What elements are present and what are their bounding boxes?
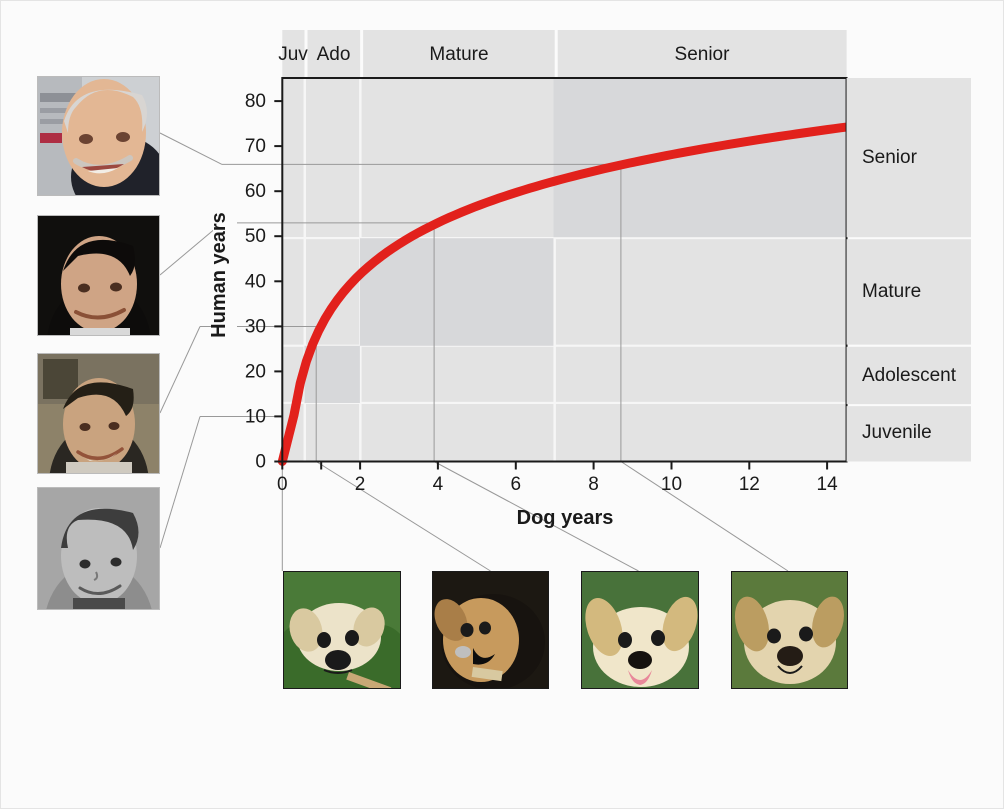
svg-text:Juvenile: Juvenile: [862, 422, 932, 443]
svg-text:6: 6: [511, 474, 522, 495]
svg-text:Senior: Senior: [675, 44, 731, 65]
svg-text:40: 40: [245, 271, 266, 292]
svg-text:Human years: Human years: [208, 212, 230, 338]
svg-text:Senior: Senior: [862, 147, 918, 168]
svg-text:70: 70: [245, 136, 266, 157]
svg-text:12: 12: [739, 474, 760, 495]
svg-text:Adolescent: Adolescent: [862, 365, 957, 386]
svg-text:8: 8: [588, 474, 599, 495]
svg-text:10: 10: [661, 474, 682, 495]
svg-text:80: 80: [245, 91, 266, 112]
svg-text:4: 4: [433, 474, 444, 495]
svg-text:Juv: Juv: [278, 44, 308, 65]
svg-text:Mature: Mature: [429, 44, 488, 65]
svg-text:14: 14: [817, 474, 839, 495]
svg-text:50: 50: [245, 226, 266, 247]
svg-text:20: 20: [245, 361, 266, 382]
svg-text:0: 0: [277, 474, 288, 495]
svg-text:0: 0: [255, 452, 266, 473]
svg-text:Dog years: Dog years: [517, 507, 614, 529]
svg-text:Mature: Mature: [862, 281, 921, 302]
svg-text:60: 60: [245, 181, 266, 202]
svg-text:30: 30: [245, 316, 266, 337]
svg-text:10: 10: [245, 406, 266, 427]
svg-text:2: 2: [355, 474, 366, 495]
svg-text:Ado: Ado: [317, 44, 351, 65]
